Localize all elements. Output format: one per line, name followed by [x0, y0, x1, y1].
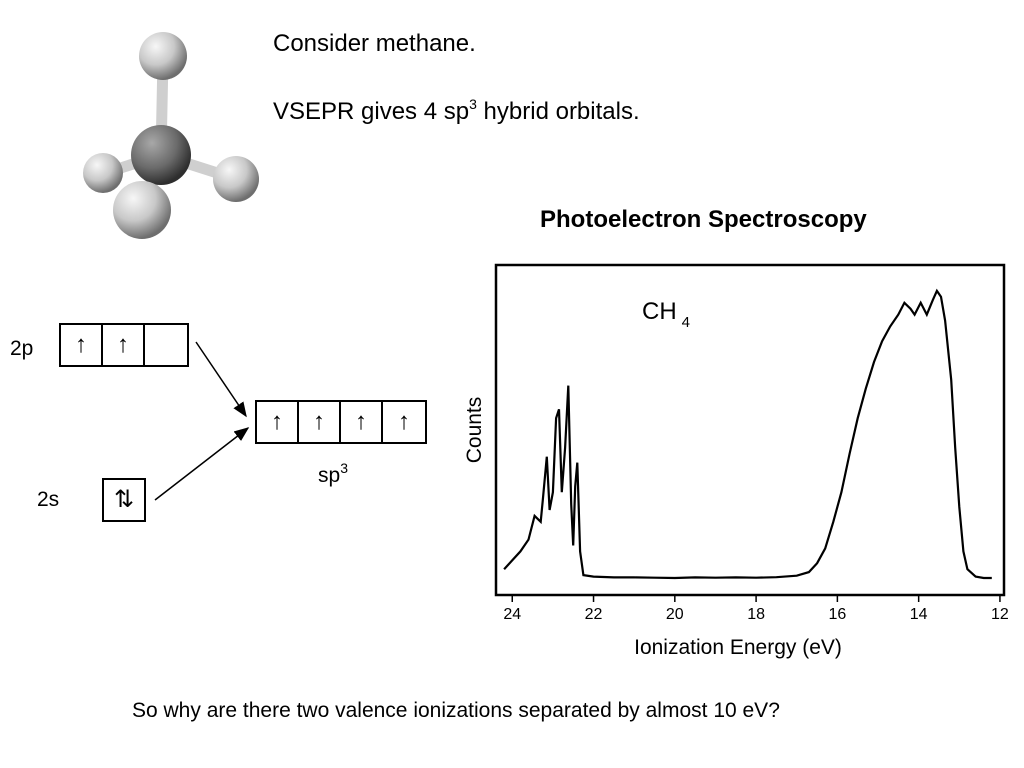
y-axis-label: Counts	[463, 397, 486, 464]
x-tick-label: 22	[585, 606, 603, 623]
hybridization-arrows	[154, 341, 250, 501]
vsepr-line-text: VSEPR gives 4 sp	[273, 98, 470, 125]
up-arrow-icon: ↑	[313, 408, 325, 435]
vsepr-line: VSEPR gives 4 sp3 hybrid orbitals.	[273, 96, 640, 128]
vsepr-line-tail: hybrid orbitals.	[476, 98, 640, 125]
orbital-sp3-box-2: ↑	[297, 400, 341, 444]
vsepr-line-superscript: 3	[469, 96, 477, 112]
paired-spin-arrows-icon: ⇅	[113, 486, 135, 513]
x-axis-ticks: 24 22 20 18 16 14 12	[503, 595, 1009, 623]
up-arrow-icon: ↑	[117, 331, 129, 358]
up-arrow-icon: ↑	[398, 408, 410, 435]
label-2s: 2s	[37, 488, 60, 511]
orbital-sp3-box-3: ↑	[339, 400, 383, 444]
hydrogen-atom-left	[83, 153, 123, 193]
arrow-2p-to-sp3	[195, 341, 247, 418]
orbital-2p-box-3	[143, 323, 189, 367]
ch4-annotation-base: CH	[642, 298, 677, 325]
orbital-2s-box: ⇅	[102, 478, 146, 522]
x-tick-label: 24	[503, 606, 521, 623]
spectrum-line	[503, 288, 992, 580]
orbital-sp3-box-4: ↑	[381, 400, 427, 444]
x-tick-label: 12	[991, 606, 1009, 623]
arrow-2s-to-sp3	[154, 427, 250, 501]
label-sp3-superscript: 3	[340, 460, 348, 476]
x-axis-label: Ionization Energy (eV)	[634, 636, 842, 659]
x-tick-label: 14	[910, 606, 928, 623]
closing-question: So why are there two valence ionizations…	[132, 699, 780, 722]
carbon-atom	[131, 125, 191, 185]
up-arrow-icon: ↑	[75, 331, 87, 358]
plot-frame	[494, 263, 1006, 597]
hydrogen-atom-right	[213, 156, 259, 202]
label-sp3: sp3	[318, 460, 348, 488]
x-tick-label: 18	[747, 606, 765, 623]
intro-line: Consider methane.	[273, 30, 476, 57]
up-arrow-icon: ↑	[271, 408, 283, 435]
ch4-annotation-subscript: 4	[682, 314, 690, 331]
label-2p: 2p	[10, 337, 34, 360]
hydrogen-atom-top	[139, 32, 187, 80]
ch4-annotation: CH 4	[642, 298, 690, 331]
label-sp3-base: sp	[318, 464, 341, 487]
pes-chart: 24 22 20 18 16 14 12 Counts Ionization Energy …	[463, 263, 1009, 659]
x-tick-label: 20	[666, 606, 684, 623]
x-tick-label: 16	[828, 606, 846, 623]
chart-title: Photoelectron Spectroscopy	[540, 206, 867, 233]
methane-molecule-image	[83, 32, 259, 239]
up-arrow-icon: ↑	[355, 408, 367, 435]
hydrogen-atom-front	[113, 181, 171, 239]
